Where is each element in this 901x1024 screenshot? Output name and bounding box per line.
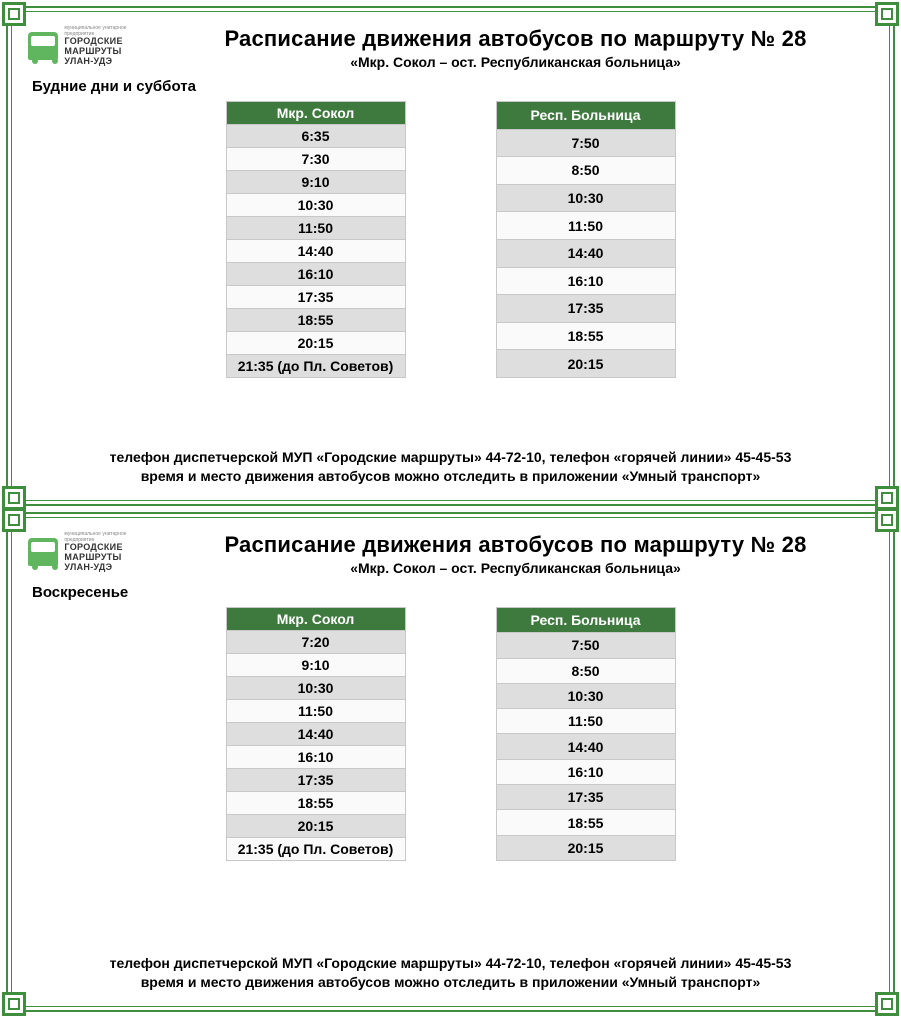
logo-line4: УЛАН-УДЭ xyxy=(64,563,148,573)
time-cell: 17:35 xyxy=(226,769,405,792)
corner-ornament xyxy=(2,992,26,1016)
time-cell: 11:50 xyxy=(496,212,675,240)
page-subtitle: «Мкр. Сокол – ост. Республиканская больн… xyxy=(158,54,873,70)
schedule-panel: муниципальное унитарное предприятие ГОРО… xyxy=(6,512,895,1012)
time-cell: 9:10 xyxy=(226,654,405,677)
table-header: Респ. Больница xyxy=(496,608,675,633)
time-cell: 11:50 xyxy=(496,709,675,734)
page-title: Расписание движения автобусов по маршрут… xyxy=(158,26,873,52)
time-cell: 6:35 xyxy=(226,125,405,148)
time-cell: 10:30 xyxy=(226,194,405,217)
days-label: Воскресенье xyxy=(18,576,883,607)
corner-ornament xyxy=(2,508,26,532)
time-cell: 20:15 xyxy=(496,835,675,860)
time-cell: 20:15 xyxy=(496,350,675,378)
time-cell: 17:35 xyxy=(496,295,675,323)
footer-text: телефон диспетчерской МУП «Городские мар… xyxy=(24,448,877,486)
time-cell: 7:30 xyxy=(226,148,405,171)
logo-text: муниципальное унитарное предприятие ГОРО… xyxy=(64,26,148,67)
time-cell: 18:55 xyxy=(226,792,405,815)
time-cell: 20:15 xyxy=(226,815,405,838)
time-cell: 10:30 xyxy=(496,683,675,708)
corner-ornament xyxy=(875,486,899,510)
logo-line4: УЛАН-УДЭ xyxy=(64,57,148,67)
time-cell: 21:35 (до Пл. Советов) xyxy=(226,838,405,861)
page-subtitle: «Мкр. Сокол – ост. Республиканская больн… xyxy=(158,560,873,576)
footer-line2: время и место движения автобусов можно о… xyxy=(24,467,877,486)
time-cell: 17:35 xyxy=(226,286,405,309)
title-block: Расписание движения автобусов по маршрут… xyxy=(158,532,873,576)
table-header: Мкр. Сокол xyxy=(226,102,405,125)
corner-ornament xyxy=(875,992,899,1016)
time-cell: 7:50 xyxy=(496,129,675,157)
footer-line1: телефон диспетчерской МУП «Городские мар… xyxy=(24,954,877,973)
logo: муниципальное унитарное предприятие ГОРО… xyxy=(28,532,148,573)
time-cell: 8:50 xyxy=(496,157,675,185)
title-block: Расписание движения автобусов по маршрут… xyxy=(158,26,873,70)
time-cell: 18:55 xyxy=(226,309,405,332)
page-title: Расписание движения автобусов по маршрут… xyxy=(158,532,873,558)
footer-text: телефон диспетчерской МУП «Городские мар… xyxy=(24,954,877,992)
time-cell: 14:40 xyxy=(496,239,675,267)
time-cell: 18:55 xyxy=(496,810,675,835)
time-cell: 16:10 xyxy=(226,746,405,769)
bus-icon xyxy=(28,32,58,60)
time-cell: 18:55 xyxy=(496,322,675,350)
time-cell: 10:30 xyxy=(226,677,405,700)
time-cell: 11:50 xyxy=(226,700,405,723)
time-cell: 7:20 xyxy=(226,631,405,654)
schedule-table: Мкр. Сокол6:357:309:1010:3011:5014:4016:… xyxy=(226,101,406,378)
time-cell: 17:35 xyxy=(496,785,675,810)
time-cell: 20:15 xyxy=(226,332,405,355)
time-cell: 14:40 xyxy=(226,240,405,263)
schedule-panel: муниципальное унитарное предприятие ГОРО… xyxy=(6,6,895,506)
corner-ornament xyxy=(2,486,26,510)
panel-header: муниципальное унитарное предприятие ГОРО… xyxy=(18,532,883,576)
schedule-table: Мкр. Сокол7:209:1010:3011:5014:4016:1017… xyxy=(226,607,406,861)
time-cell: 21:35 (до Пл. Советов) xyxy=(226,355,405,378)
time-cell: 16:10 xyxy=(226,263,405,286)
panel-header: муниципальное унитарное предприятие ГОРО… xyxy=(18,26,883,70)
table-header: Мкр. Сокол xyxy=(226,608,405,631)
time-cell: 11:50 xyxy=(226,217,405,240)
tables-row: Мкр. Сокол7:209:1010:3011:5014:4016:1017… xyxy=(18,607,883,861)
time-cell: 14:40 xyxy=(226,723,405,746)
corner-ornament xyxy=(875,2,899,26)
bus-icon xyxy=(28,538,58,566)
time-cell: 16:10 xyxy=(496,267,675,295)
corner-ornament xyxy=(875,508,899,532)
time-cell: 9:10 xyxy=(226,171,405,194)
table-header: Респ. Больница xyxy=(496,102,675,130)
time-cell: 8:50 xyxy=(496,658,675,683)
footer-line2: время и место движения автобусов можно о… xyxy=(24,973,877,992)
time-cell: 14:40 xyxy=(496,734,675,759)
days-label: Будние дни и суббота xyxy=(18,70,883,101)
schedule-table: Респ. Больница7:508:5010:3011:5014:4016:… xyxy=(496,101,676,378)
schedule-table: Респ. Больница7:508:5010:3011:5014:4016:… xyxy=(496,607,676,861)
time-cell: 16:10 xyxy=(496,759,675,784)
tables-row: Мкр. Сокол6:357:309:1010:3011:5014:4016:… xyxy=(18,101,883,378)
logo: муниципальное унитарное предприятие ГОРО… xyxy=(28,26,148,67)
time-cell: 10:30 xyxy=(496,184,675,212)
logo-text: муниципальное унитарное предприятие ГОРО… xyxy=(64,532,148,573)
footer-line1: телефон диспетчерской МУП «Городские мар… xyxy=(24,448,877,467)
corner-ornament xyxy=(2,2,26,26)
time-cell: 7:50 xyxy=(496,633,675,658)
